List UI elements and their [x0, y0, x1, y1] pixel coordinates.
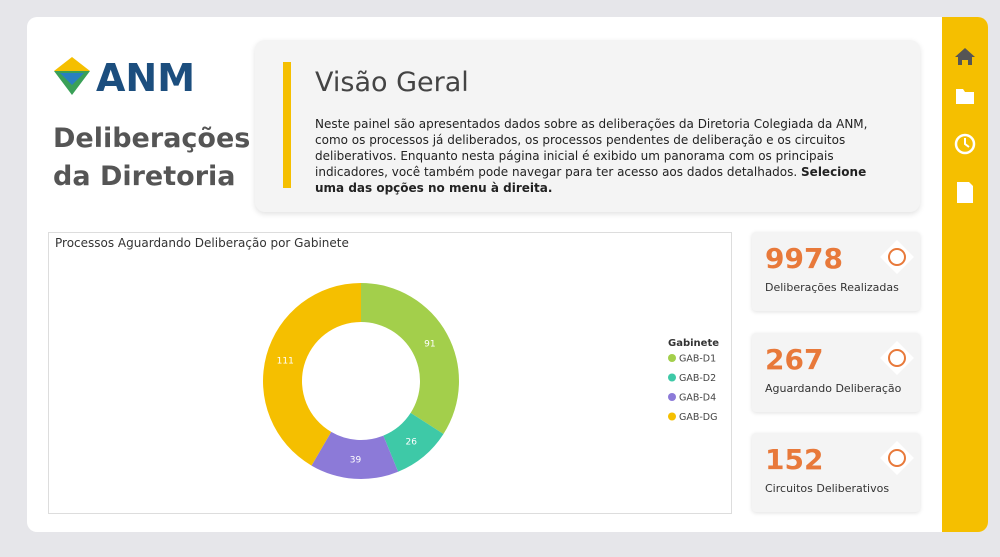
folder-icon[interactable] — [956, 89, 974, 104]
kpi-value: 267 — [765, 342, 824, 376]
legend-title: Gabinete — [668, 338, 719, 349]
kpi-icon — [880, 441, 914, 475]
kpi-label: Aguardando Deliberação — [765, 381, 902, 395]
donut-slice — [311, 431, 399, 479]
title-line: da Diretoria — [53, 161, 236, 192]
menu-icons — [954, 48, 976, 203]
data-label: 91 — [424, 339, 435, 349]
data-label: 26 — [405, 437, 417, 447]
legend-swatch — [668, 412, 676, 421]
donut-slice — [361, 283, 459, 434]
intro-panel: Visão Geral Neste painel são apresentado… — [255, 40, 920, 212]
legend-label: GAB-DG — [679, 412, 717, 423]
intro-body: Neste painel são apresentados dados sobr… — [315, 117, 868, 179]
accent-bar — [283, 62, 291, 188]
kpi-label: Circuitos Deliberativos — [765, 482, 890, 495]
legend-swatch — [668, 373, 676, 382]
document-icon[interactable] — [957, 182, 973, 203]
intro-call-to-action: Selecione uma das opções no menu à direi… — [315, 165, 867, 195]
data-label: 39 — [350, 455, 362, 465]
title-line: Deliberações — [53, 123, 251, 154]
data-label: 111 — [277, 356, 294, 366]
logo: ANM — [54, 56, 195, 100]
donut-slice — [383, 412, 444, 472]
home-icon[interactable] — [955, 48, 975, 65]
donut-slice — [262, 283, 361, 466]
kpi-icon — [880, 240, 914, 274]
intro-text: Neste painel são apresentados dados sobr… — [315, 116, 895, 196]
kpi-value: 152 — [765, 443, 824, 476]
kpi-card: 267 Aguardando Deliberação — [752, 332, 920, 412]
intro-title: Visão Geral — [315, 67, 469, 98]
legend-label: GAB-D4 — [679, 393, 716, 404]
kpi-label: Deliberações Realizadas — [765, 281, 899, 294]
clock-icon[interactable] — [954, 133, 976, 155]
side-menu — [942, 17, 988, 532]
kpi-card: 9978 Deliberações Realizadas — [752, 232, 920, 311]
legend-label: GAB-D2 — [679, 373, 716, 384]
donut-chart: Processos Aguardando Deliberação por Gab… — [48, 232, 732, 514]
kpi-value: 9978 — [765, 242, 843, 275]
legend-label: GAB-D1 — [679, 354, 716, 365]
legend-swatch — [668, 393, 676, 401]
legend-swatch — [668, 354, 676, 362]
kpi-icon — [880, 340, 914, 375]
chart-title: Processos Aguardando Deliberação por Gab… — [55, 236, 349, 250]
page-title: Deliberações da Diretoria — [53, 120, 250, 196]
logo-text: ANM — [96, 56, 195, 100]
kpi-card: 152 Circuitos Deliberativos — [752, 433, 920, 512]
